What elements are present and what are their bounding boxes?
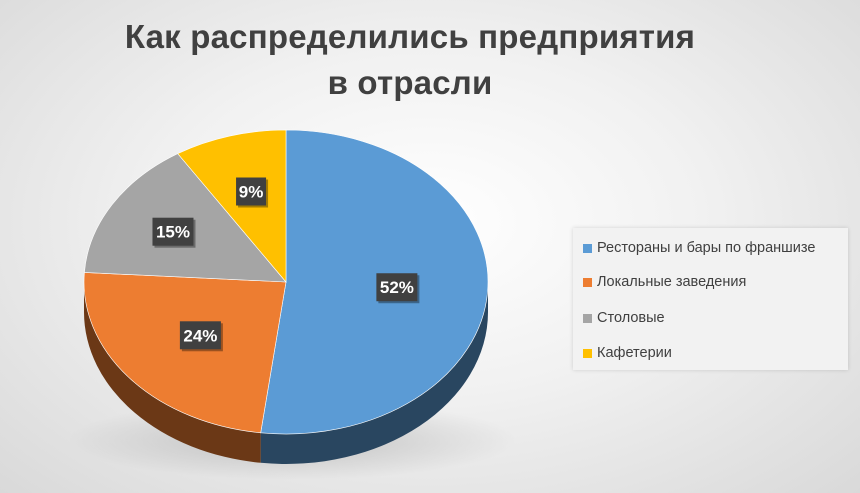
chart-title: Как распределились предприятия в отрасли bbox=[124, 18, 696, 101]
data-label-text-canteens: 15% bbox=[156, 223, 190, 242]
legend-swatch-local bbox=[583, 277, 592, 287]
data-label-text-cafeterias: 9% bbox=[239, 183, 264, 202]
data-label-text-local: 24% bbox=[183, 326, 217, 345]
pie-slice-franchise bbox=[260, 129, 489, 435]
pie-side-local bbox=[84, 282, 261, 463]
legend-label-local: Локальные заведения bbox=[597, 274, 747, 290]
legend-label-canteens: Столовые bbox=[597, 310, 665, 326]
legend-label-franchise: Рестораны и бары по франшизе bbox=[597, 240, 816, 256]
legend-swatch-franchise bbox=[583, 243, 592, 253]
legend: Рестораны и бары по франшизе Локальные з… bbox=[573, 228, 848, 370]
data-label-cafeterias: 9% bbox=[236, 177, 269, 208]
legend-swatch-cafeterias bbox=[583, 348, 592, 358]
legend-item-cafeterias: Кафетерии bbox=[583, 343, 672, 363]
data-label-franchise: 52% bbox=[376, 273, 420, 304]
legend-label-cafeterias: Кафетерии bbox=[597, 345, 672, 361]
data-label-text-franchise: 52% bbox=[380, 278, 414, 297]
legend-item-canteens: Столовые bbox=[583, 308, 665, 328]
data-label-box-canteens bbox=[152, 217, 194, 246]
data-label-canteens: 15% bbox=[152, 217, 196, 248]
pie-slice-local bbox=[83, 272, 287, 434]
data-label-box-franchise bbox=[376, 273, 418, 302]
pie-slice-cafeterias bbox=[177, 129, 287, 283]
data-label-local: 24% bbox=[179, 321, 223, 352]
pie-side-franchise bbox=[260, 282, 488, 464]
legend-swatch-canteens bbox=[583, 313, 592, 323]
data-label-box-cafeterias bbox=[236, 177, 267, 206]
legend-item-franchise: Рестораны и бары по франшизе bbox=[583, 238, 815, 258]
legend-item-local: Локальные заведения bbox=[583, 272, 746, 292]
data-label-box-local bbox=[179, 321, 221, 350]
